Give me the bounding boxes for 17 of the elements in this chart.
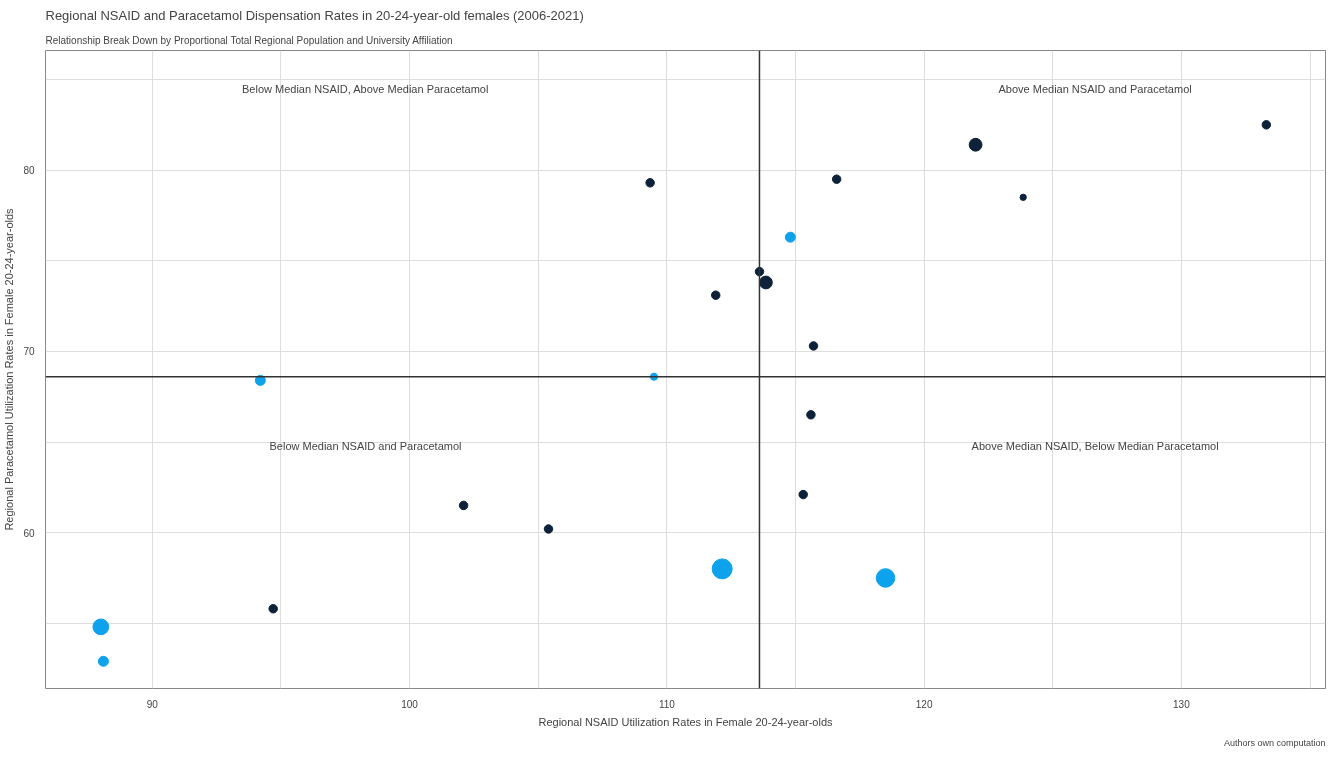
annotation: Below Median NSAID, Above Median Paracetamol bbox=[241, 82, 489, 95]
x-tick-label: 110 bbox=[658, 698, 676, 710]
chart-subtitle: Relationship Break Down by Proportional Total Regional Population and University Affiliation bbox=[45, 34, 453, 46]
text: Authors own computation bbox=[1223, 737, 1326, 748]
annotation: Below Median NSAID and Paracetamol bbox=[269, 440, 462, 453]
x-tick-label: 120 bbox=[915, 698, 933, 710]
x-axis-title: Regional NSAID Utilization Rates in Female 20-24-year-olds bbox=[538, 715, 834, 728]
y-tick-label: 60 bbox=[23, 527, 35, 539]
annotation: Above Median NSAID, Below Median Paracetamol bbox=[971, 440, 1219, 453]
chart-title: Regional NSAID and Paracetamol Dispensation Rates in 20-24-year-old females (2006-2021) bbox=[45, 7, 584, 23]
y-tick-label: 80 bbox=[23, 165, 35, 177]
x-tick-label: 100 bbox=[401, 698, 419, 710]
annotation: Above Median NSAID and Paracetamol bbox=[998, 82, 1192, 95]
x-tick-label: 130 bbox=[1173, 698, 1191, 710]
y-axis-title: Regional Paracetamol Utilization Rates in Female 20-24-year-olds bbox=[3, 207, 16, 531]
y-tick-label: 70 bbox=[23, 346, 35, 358]
x-tick-label: 90 bbox=[146, 698, 159, 710]
